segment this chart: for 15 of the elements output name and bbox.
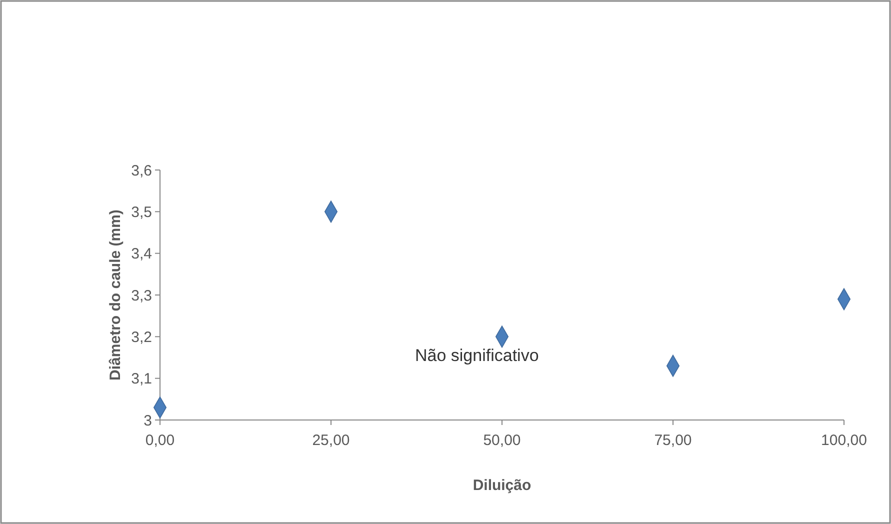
y-axis-title: Diâmetro do caule (mm)	[107, 210, 124, 380]
y-tick-label: 3,6	[131, 162, 152, 180]
y-tick-label: 3,4	[131, 246, 152, 263]
y-tick-label: 3,5	[131, 204, 152, 221]
x-tick-label: 25,00	[312, 432, 350, 449]
x-tick-label: 50,00	[483, 432, 521, 449]
x-axis-title: Diluição	[472, 477, 532, 494]
y-tick-label: 3,2	[131, 328, 152, 346]
y-tick-label: 3,1	[131, 370, 152, 388]
x-tick-label: 75,00	[654, 432, 692, 449]
y-tick-label: 3	[144, 412, 152, 430]
annotation: Não significativo	[415, 346, 539, 365]
y-tick-label: 3,3	[131, 287, 152, 304]
x-tick-label: 100,00	[821, 432, 867, 449]
x-tick-label: 0,00	[145, 432, 175, 449]
